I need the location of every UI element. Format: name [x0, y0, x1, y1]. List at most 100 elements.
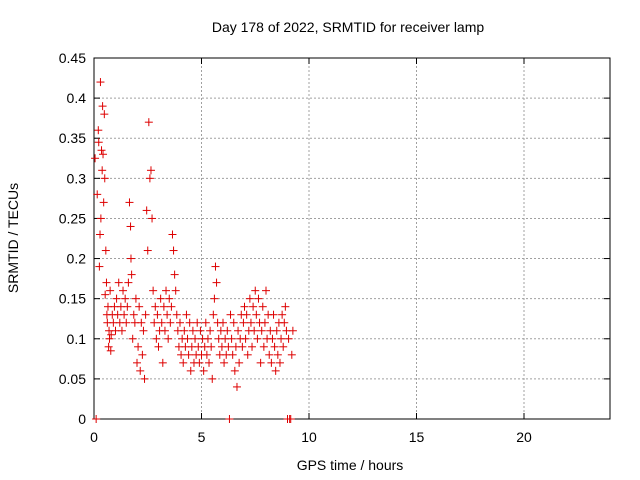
- y-tick-label: 0.3: [67, 170, 87, 186]
- data-point: [224, 342, 233, 351]
- data-point: [96, 230, 105, 239]
- data-point: [160, 326, 169, 335]
- data-point: [279, 342, 288, 351]
- data-point: [227, 334, 236, 343]
- y-tick-label: 0.25: [59, 210, 86, 226]
- data-point: [129, 310, 138, 319]
- y-tick-label: 0.4: [67, 90, 87, 106]
- data-point: [229, 318, 238, 327]
- data-point: [127, 270, 136, 279]
- data-point: [156, 294, 165, 303]
- data-point: [188, 326, 197, 335]
- data-point: [252, 310, 261, 319]
- data-point: [99, 198, 108, 207]
- data-point: [152, 334, 161, 343]
- data-point: [185, 318, 194, 327]
- data-point: [92, 415, 101, 423]
- data-point: [138, 350, 147, 359]
- data-point: [208, 374, 217, 383]
- data-point: [240, 302, 249, 311]
- data-point: [223, 326, 232, 335]
- data-point: [271, 366, 280, 375]
- data-point: [100, 174, 109, 183]
- data-point: [209, 310, 218, 319]
- data-point: [126, 254, 135, 263]
- data-series: [91, 78, 297, 423]
- data-point: [258, 302, 267, 311]
- data-point: [96, 214, 105, 223]
- data-point: [191, 334, 200, 343]
- data-point: [235, 358, 244, 367]
- data-point: [273, 350, 282, 359]
- data-point: [199, 366, 208, 375]
- data-point: [219, 318, 227, 327]
- y-tick-label: 0.1: [67, 331, 87, 347]
- data-point: [284, 334, 293, 343]
- data-point: [114, 278, 123, 287]
- data-point: [256, 358, 265, 367]
- data-point: [166, 318, 175, 327]
- data-point: [148, 214, 157, 223]
- data-point: [272, 326, 281, 335]
- data-point: [159, 302, 168, 311]
- data-point: [206, 326, 215, 335]
- data-point: [253, 334, 262, 343]
- data-point: [98, 166, 107, 175]
- data-point: [171, 286, 180, 295]
- data-point: [242, 310, 251, 319]
- data-point: [226, 310, 235, 319]
- data-point: [210, 294, 219, 303]
- data-point: [131, 294, 140, 303]
- data-point: [119, 286, 128, 295]
- data-point: [100, 110, 109, 119]
- data-point: [122, 318, 131, 327]
- data-point: [230, 366, 239, 375]
- data-point: [251, 286, 260, 295]
- data-point: [281, 302, 290, 311]
- data-point: [123, 302, 132, 311]
- data-point: [134, 342, 143, 351]
- data-point: [275, 358, 284, 367]
- data-point: [239, 318, 248, 327]
- data-point: [165, 294, 174, 303]
- data-point: [96, 78, 105, 87]
- x-axis: 0 5 10 15 20: [90, 58, 532, 445]
- data-point: [225, 415, 234, 423]
- data-point: [145, 174, 154, 183]
- data-point: [168, 230, 177, 239]
- data-point: [243, 350, 252, 359]
- data-point: [139, 326, 148, 335]
- data-point: [104, 342, 113, 351]
- data-point: [128, 334, 137, 343]
- data-point: [211, 262, 220, 271]
- x-tick-label: 10: [301, 429, 317, 445]
- chart-title: Day 178 of 2022, SRMTID for receiver lam…: [212, 19, 485, 35]
- data-point: [269, 310, 278, 319]
- data-point: [180, 326, 189, 335]
- data-point: [136, 366, 145, 375]
- y-tick-label: 0.45: [59, 50, 86, 66]
- y-axis-label: SRMTID / TECUs: [5, 183, 21, 293]
- data-point: [164, 334, 173, 343]
- data-point: [262, 286, 270, 295]
- grid: [94, 58, 610, 419]
- data-point: [150, 318, 159, 327]
- data-point: [201, 318, 210, 327]
- data-point: [288, 326, 297, 335]
- y-tick-label: 0.35: [59, 130, 86, 146]
- data-point: [133, 358, 141, 367]
- data-point: [203, 334, 212, 343]
- data-point: [207, 342, 216, 351]
- data-point: [278, 310, 287, 319]
- data-point: [172, 310, 181, 319]
- data-point: [94, 138, 103, 147]
- data-point: [146, 166, 155, 175]
- data-point: [179, 358, 188, 367]
- x-axis-label: GPS time / hours: [297, 457, 404, 473]
- data-point: [99, 150, 108, 159]
- data-point: [144, 118, 153, 127]
- data-point: [135, 302, 144, 311]
- data-point: [102, 278, 111, 287]
- data-point: [112, 294, 121, 303]
- data-point: [268, 334, 277, 343]
